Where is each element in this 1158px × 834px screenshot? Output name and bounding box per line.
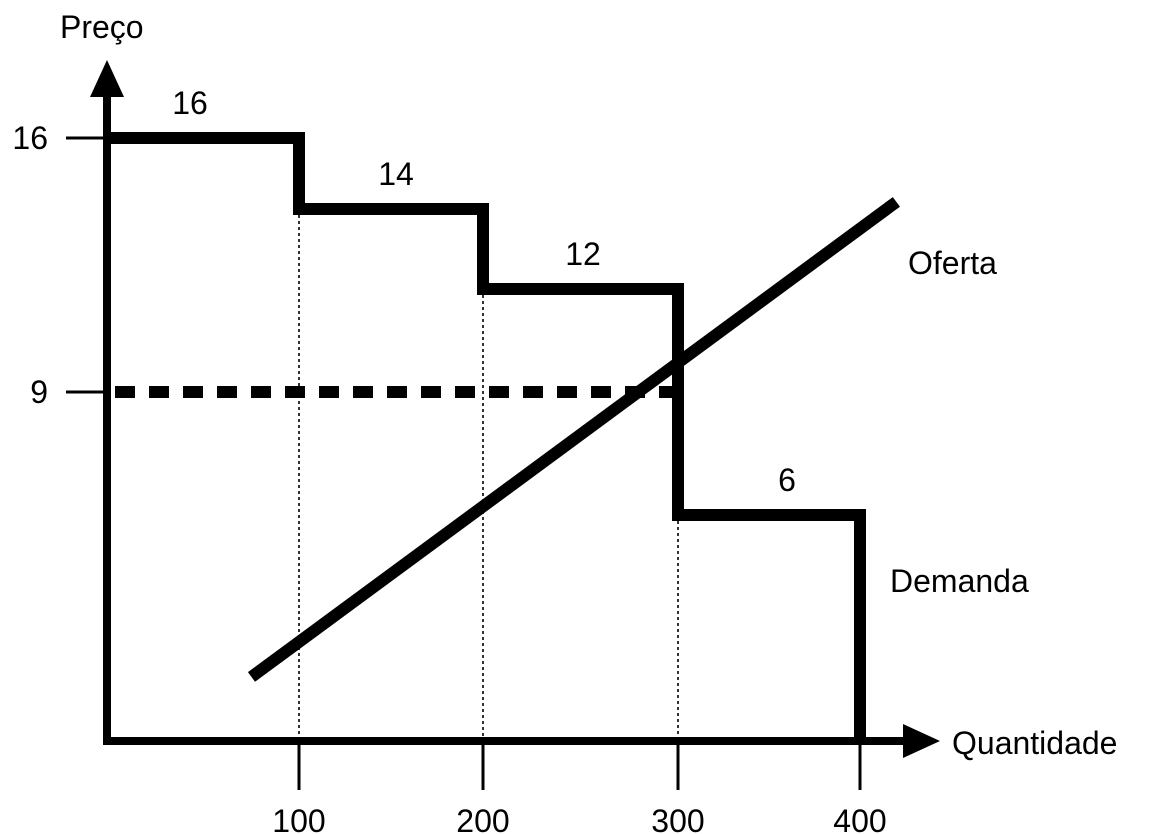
step-price-label-16: 16 (172, 85, 208, 121)
y-tick-label-9: 9 (30, 374, 48, 410)
x-tick-label-400: 400 (833, 803, 886, 834)
x-tick-label-100: 100 (272, 803, 325, 834)
x-axis-label: Quantidade (952, 725, 1117, 761)
y-tick-label-16: 16 (12, 120, 48, 156)
step-price-label-12: 12 (565, 236, 601, 272)
x-axis-arrow (903, 724, 940, 758)
y-axis-label: Preço (60, 9, 144, 45)
y-axis-arrow (90, 60, 124, 97)
demand-curve (109, 132, 866, 741)
x-tick-label-300: 300 (651, 803, 704, 834)
demand-label: Demanda (890, 563, 1029, 599)
x-tick-label-200: 200 (456, 803, 509, 834)
step-price-label-14: 14 (378, 156, 414, 192)
step-price-label-6: 6 (778, 462, 796, 498)
supply-label: Oferta (908, 245, 997, 281)
supply-curve (247, 197, 900, 682)
